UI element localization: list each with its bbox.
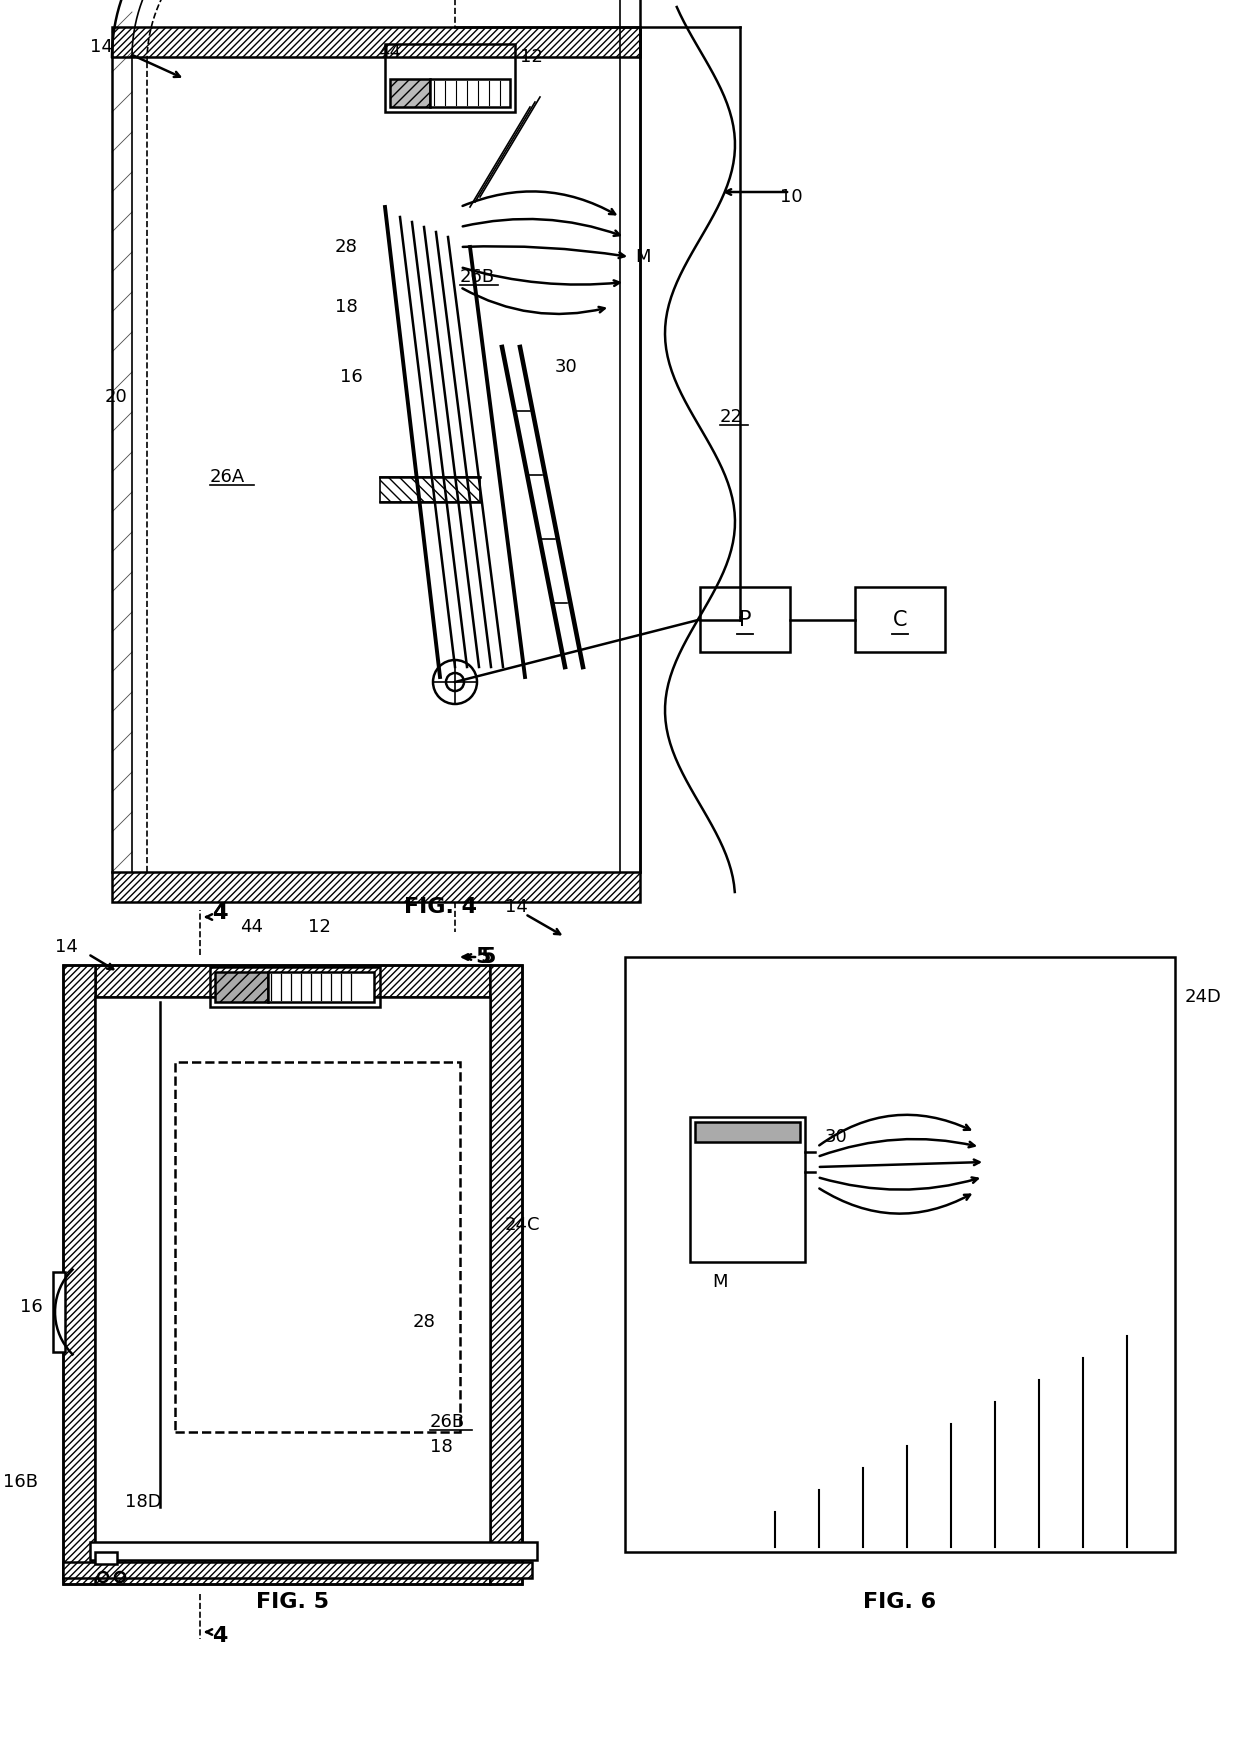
Text: 26B: 26B [460, 267, 495, 287]
Text: 24D: 24D [1185, 989, 1221, 1006]
Text: 28: 28 [335, 238, 358, 257]
Text: 16B: 16B [2, 1473, 38, 1490]
Text: 14: 14 [91, 38, 113, 56]
Bar [490, 964, 522, 1585]
Text: 24C: 24C [505, 1216, 541, 1233]
Text: 44: 44 [241, 917, 263, 936]
Text: FIG. 5: FIG. 5 [255, 1592, 329, 1612]
Text: 5: 5 [480, 947, 495, 968]
Bar [625, 957, 1176, 1551]
Text: 14: 14 [55, 938, 78, 956]
Bar [391, 79, 430, 107]
Bar [268, 971, 374, 1003]
Bar [53, 1272, 64, 1352]
Bar [95, 1551, 490, 1585]
Bar [95, 1551, 117, 1564]
Text: 44: 44 [378, 44, 402, 61]
Text: 30: 30 [556, 358, 578, 376]
Bar [210, 968, 379, 1006]
Bar [384, 44, 515, 112]
Text: 26A: 26A [210, 468, 246, 486]
Text: C: C [893, 610, 908, 629]
Text: 14: 14 [505, 898, 528, 915]
Bar [430, 79, 510, 107]
Text: M: M [712, 1274, 728, 1291]
Text: 18: 18 [430, 1438, 453, 1455]
Bar [63, 964, 95, 1585]
Text: 16: 16 [340, 369, 363, 386]
Text: 12: 12 [520, 47, 543, 66]
Text: 26B: 26B [430, 1413, 465, 1431]
Text: 4: 4 [212, 1626, 227, 1646]
Text: 18D: 18D [125, 1494, 161, 1511]
Text: 18: 18 [335, 299, 358, 316]
Text: 12: 12 [308, 917, 331, 936]
Text: P: P [739, 610, 751, 629]
Bar [689, 1116, 805, 1261]
Bar [63, 964, 522, 1585]
Text: 10: 10 [780, 189, 802, 206]
Bar [95, 998, 490, 1551]
Bar [112, 872, 640, 901]
Bar [379, 477, 480, 501]
Bar [91, 1543, 537, 1560]
Text: 28: 28 [412, 1314, 435, 1331]
Text: FIG. 6: FIG. 6 [863, 1592, 936, 1612]
Text: 4: 4 [212, 903, 227, 922]
Bar [63, 1562, 532, 1578]
Bar [95, 964, 490, 998]
Text: 22: 22 [720, 409, 743, 426]
Text: 16: 16 [20, 1298, 43, 1315]
Bar [856, 587, 945, 652]
Text: 5: 5 [475, 947, 490, 968]
Text: 30: 30 [825, 1129, 848, 1146]
Bar [112, 26, 640, 58]
Text: M: M [635, 248, 651, 266]
Text: 4: 4 [212, 903, 227, 922]
Text: 20: 20 [105, 388, 128, 405]
Bar [215, 971, 268, 1003]
Bar [175, 1062, 460, 1433]
Bar [694, 1122, 800, 1143]
Bar [701, 587, 790, 652]
Text: FIG. 4: FIG. 4 [403, 896, 476, 917]
